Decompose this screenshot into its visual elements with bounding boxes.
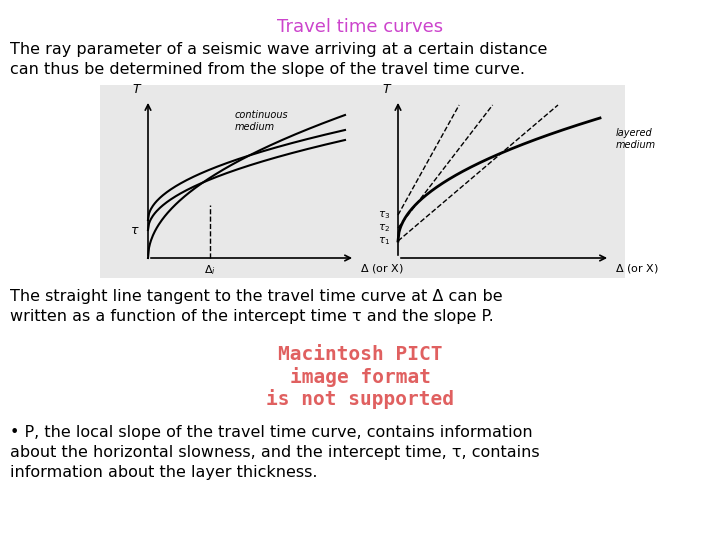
Text: $\Delta_i$: $\Delta_i$ xyxy=(204,263,216,277)
Text: image format: image format xyxy=(289,367,431,387)
Text: information about the layer thickness.: information about the layer thickness. xyxy=(10,465,318,480)
Text: $\tau_1$: $\tau_1$ xyxy=(378,235,390,247)
FancyBboxPatch shape xyxy=(100,85,625,278)
Text: can thus be determined from the slope of the travel time curve.: can thus be determined from the slope of… xyxy=(10,62,525,77)
Text: Travel time curves: Travel time curves xyxy=(277,18,443,36)
Text: The straight line tangent to the travel time curve at Δ can be: The straight line tangent to the travel … xyxy=(10,289,503,304)
Text: $\tau_3$: $\tau_3$ xyxy=(378,209,390,221)
Text: about the horizontal slowness, and the intercept time, τ, contains: about the horizontal slowness, and the i… xyxy=(10,445,539,460)
Text: $\Delta$ (or X): $\Delta$ (or X) xyxy=(360,262,403,275)
Text: T: T xyxy=(132,83,140,96)
Text: T: T xyxy=(382,83,390,96)
Text: $\Delta$ (or X): $\Delta$ (or X) xyxy=(615,262,659,275)
Text: The ray parameter of a seismic wave arriving at a certain distance: The ray parameter of a seismic wave arri… xyxy=(10,42,547,57)
Text: • P, the local slope of the travel time curve, contains information: • P, the local slope of the travel time … xyxy=(10,425,533,440)
Text: Macintosh PICT: Macintosh PICT xyxy=(278,345,442,364)
Text: $\tau$: $\tau$ xyxy=(130,224,140,237)
Text: continuous
medium: continuous medium xyxy=(235,110,289,132)
Text: $\tau_2$: $\tau_2$ xyxy=(378,222,390,234)
Text: layered
medium: layered medium xyxy=(616,128,656,151)
Text: is not supported: is not supported xyxy=(266,389,454,409)
Text: written as a function of the intercept time τ and the slope P.: written as a function of the intercept t… xyxy=(10,309,494,324)
